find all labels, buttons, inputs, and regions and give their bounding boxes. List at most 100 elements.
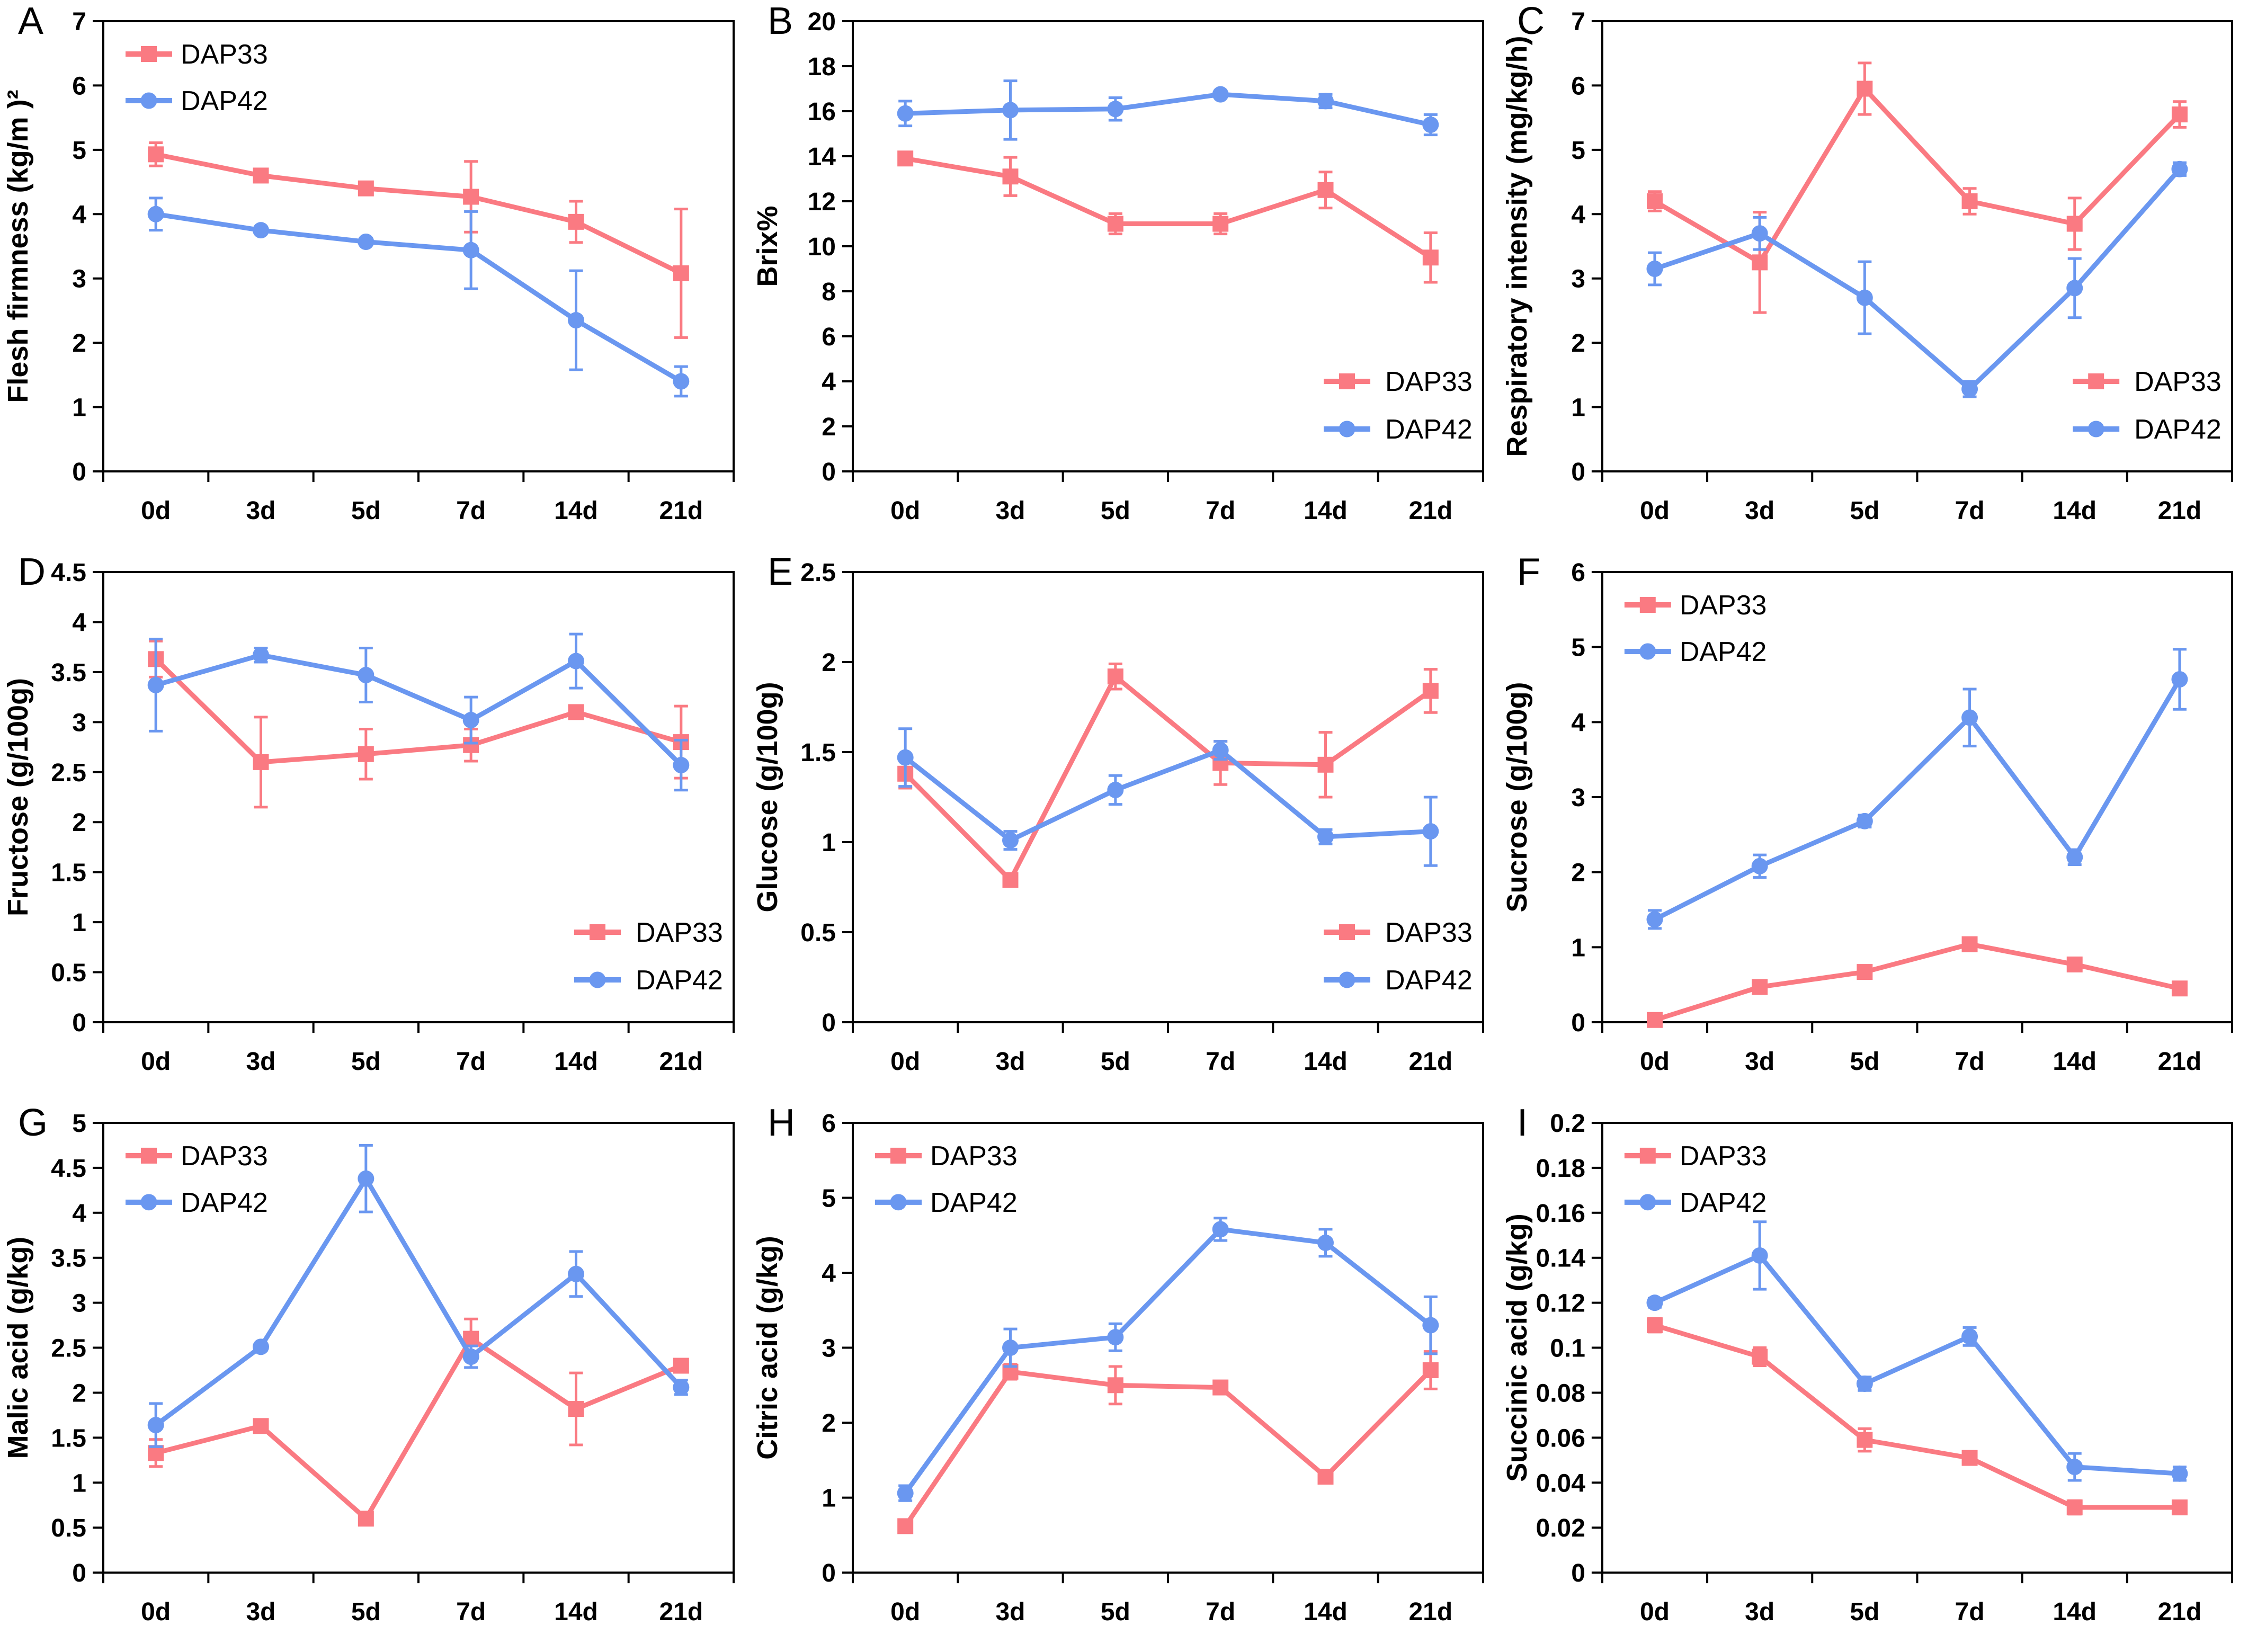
y-tick-label: 5 bbox=[1571, 137, 1585, 165]
x-tick-label: 3d bbox=[995, 1048, 1025, 1076]
legend-item-DAP42: DAP42 bbox=[574, 965, 723, 996]
data-point-DAP42 bbox=[1002, 1340, 1019, 1356]
series-line-DAP42 bbox=[903, 1227, 1433, 1496]
data-point-DAP42 bbox=[568, 1265, 584, 1282]
legend-label: DAP42 bbox=[1385, 414, 1473, 445]
legend-marker bbox=[589, 971, 606, 988]
data-point-DAP33 bbox=[1422, 249, 1439, 266]
x-tick-label: 5d bbox=[351, 1598, 381, 1626]
data-point-DAP33 bbox=[1317, 182, 1334, 198]
chart-panel-I: 0 0.02 0.04 0.06 0.08 0.1 0.12 0.14 0.16 0.18 0.2 0… bbox=[1499, 1102, 2248, 1652]
legend-item-DAP33: DAP33 bbox=[1324, 917, 1473, 948]
data-point-DAP33 bbox=[1752, 1349, 1768, 1365]
data-point-DAP42 bbox=[2171, 671, 2188, 688]
legend-item-DAP33: DAP33 bbox=[1624, 590, 1767, 621]
panel-letter-A: A bbox=[18, 0, 44, 42]
x-tick-label: 14d bbox=[1304, 497, 1348, 525]
x-tick-label: 21d bbox=[2158, 497, 2202, 525]
legend-item-DAP42: DAP42 bbox=[1324, 965, 1473, 996]
data-point-DAP42 bbox=[673, 373, 690, 390]
y-tick-label: 6 bbox=[1571, 72, 1585, 100]
y-tick-label: 0 bbox=[72, 1009, 86, 1037]
data-point-DAP33 bbox=[1961, 936, 1978, 952]
y-tick-label: 4 bbox=[72, 201, 86, 229]
legend-marker bbox=[141, 46, 157, 62]
y-tick-label: 3.5 bbox=[51, 659, 86, 687]
data-point-DAP42 bbox=[1751, 225, 1768, 242]
data-point-DAP42 bbox=[1422, 117, 1439, 133]
x-tick-label: 0d bbox=[1640, 1048, 1670, 1076]
y-tick-label: 0.06 bbox=[1536, 1424, 1585, 1452]
data-point-DAP42 bbox=[568, 653, 584, 669]
x-tick-label: 7d bbox=[1955, 1048, 1985, 1076]
y-tick-label: 6 bbox=[822, 1110, 836, 1138]
data-point-DAP42 bbox=[897, 105, 914, 122]
data-point-DAP33 bbox=[2171, 1499, 2188, 1515]
legend-item-DAP42: DAP42 bbox=[2073, 414, 2222, 445]
y-tick-label: 1 bbox=[72, 394, 86, 422]
y-tick-label: 0 bbox=[72, 458, 86, 486]
legend-item-DAP33: DAP33 bbox=[126, 1141, 268, 1172]
data-point-DAP42 bbox=[358, 667, 374, 684]
data-point-DAP33 bbox=[1857, 81, 1873, 97]
plot-area-border bbox=[852, 20, 1484, 472]
y-tick-label: 5 bbox=[72, 1110, 86, 1138]
y-tick-label: 5 bbox=[1571, 634, 1585, 662]
data-point-DAP42 bbox=[1002, 832, 1019, 849]
chart-panel-A: 0 1 2 3 4 5 6 7 0d 3d 5d 7d 14d 21d Flesh firmness (kg… bbox=[0, 0, 750, 551]
x-tick-label: 5d bbox=[1850, 1598, 1879, 1626]
y-axis-label: Malic acid (g/kg) bbox=[2, 1237, 34, 1459]
y-tick-label: 0.08 bbox=[1536, 1379, 1585, 1407]
data-point-DAP33 bbox=[253, 167, 269, 184]
series-line-DAP42 bbox=[903, 748, 1433, 843]
legend-item-DAP42: DAP42 bbox=[126, 86, 268, 117]
legend-marker bbox=[1339, 373, 1355, 389]
legend-marker bbox=[1339, 971, 1355, 988]
legend-marker bbox=[141, 1147, 157, 1164]
x-tick-label: 5d bbox=[1850, 497, 1879, 525]
data-point-DAP33 bbox=[1422, 683, 1439, 699]
data-point-DAP33 bbox=[2171, 106, 2188, 123]
series-line-DAP42 bbox=[153, 653, 684, 768]
x-tick-label: 21d bbox=[659, 1598, 703, 1626]
y-tick-label: 0 bbox=[822, 458, 836, 486]
y-tick-label: 0.5 bbox=[800, 919, 836, 947]
y-tick-label: 1 bbox=[1571, 934, 1585, 962]
legend-item-DAP42: DAP42 bbox=[1324, 414, 1473, 445]
data-point-DAP33 bbox=[253, 754, 269, 770]
series-line-DAP33 bbox=[1652, 942, 2182, 1023]
panel-letter-F: F bbox=[1517, 551, 1540, 593]
data-point-DAP42 bbox=[897, 1485, 914, 1502]
data-point-DAP42 bbox=[1107, 1329, 1124, 1346]
panel-letter-C: C bbox=[1517, 0, 1545, 42]
y-tick-label: 4 bbox=[822, 368, 836, 396]
chart-panel-H: 0 1 2 3 4 5 6 0d 3d 5d 7d 14d 21d Citric acid (g/kg) D… bbox=[750, 1102, 1499, 1652]
data-point-DAP42 bbox=[1646, 261, 1663, 277]
y-tick-label: 1 bbox=[72, 909, 86, 937]
data-point-DAP42 bbox=[1856, 812, 1873, 829]
legend-label: DAP42 bbox=[1385, 965, 1473, 996]
series-line-DAP42 bbox=[1652, 1253, 2182, 1476]
y-tick-label: 1.5 bbox=[51, 1424, 86, 1452]
legend-marker bbox=[1639, 597, 1656, 613]
legend-item-DAP42: DAP42 bbox=[1624, 637, 1767, 667]
x-tick-label: 7d bbox=[1955, 497, 1985, 525]
data-point-DAP42 bbox=[1002, 102, 1019, 119]
data-point-DAP42 bbox=[897, 749, 914, 766]
y-tick-label: 0 bbox=[822, 1559, 836, 1587]
x-tick-label: 7d bbox=[1955, 1598, 1985, 1626]
data-point-DAP33 bbox=[1752, 254, 1768, 271]
y-tick-label: 12 bbox=[808, 188, 836, 216]
x-tick-label: 5d bbox=[351, 1048, 381, 1076]
y-tick-label: 2 bbox=[1571, 329, 1585, 358]
series-line-DAP33 bbox=[153, 1336, 684, 1521]
x-tick-label: 7d bbox=[1206, 1598, 1235, 1626]
panel-letter-G: G bbox=[18, 1102, 48, 1144]
data-point-DAP33 bbox=[568, 704, 584, 720]
y-tick-label: 20 bbox=[808, 8, 836, 36]
data-point-DAP42 bbox=[147, 1417, 164, 1434]
series-line-DAP33 bbox=[1652, 86, 2182, 265]
x-tick-label: 0d bbox=[141, 1598, 171, 1626]
y-tick-label: 2 bbox=[72, 1379, 86, 1407]
